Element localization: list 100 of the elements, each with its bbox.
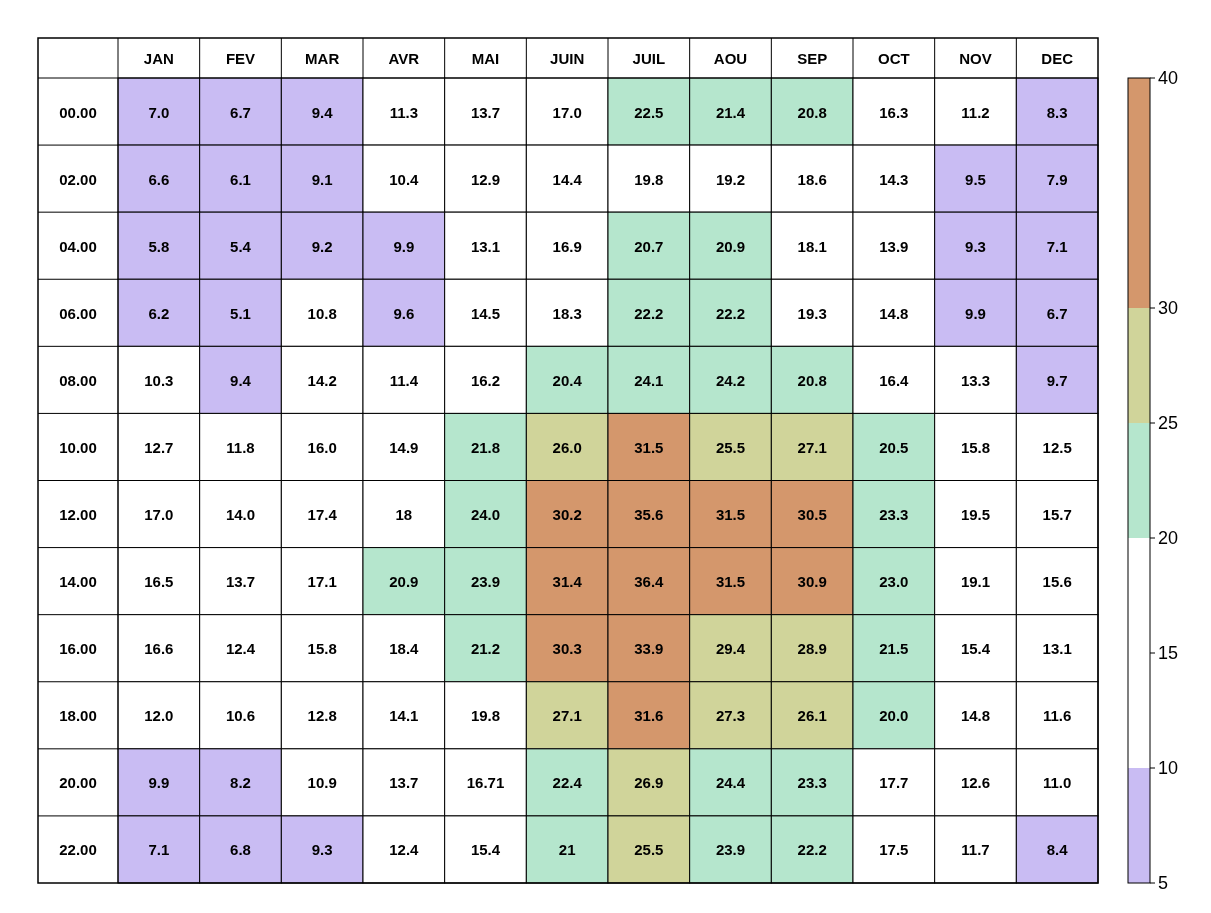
data-label: 22.2 (797, 841, 827, 859)
x-tick-label: SEP (797, 50, 828, 67)
data-label: 14.0 (225, 506, 256, 524)
data-label: 16.9 (552, 237, 582, 255)
data-label: 19.8 (470, 707, 501, 725)
color-bar-label: 10 (1158, 758, 1179, 778)
data-label: 27.3 (715, 707, 746, 725)
data-label: 21.4 (715, 103, 746, 121)
data-label: 14.5 (470, 304, 501, 322)
data-label: 13.7 (389, 774, 419, 792)
y-tick-label: 02.00 (59, 170, 97, 188)
x-tick-label: JUIL (632, 50, 666, 67)
data-label: 27.1 (797, 438, 827, 456)
data-label: 9.4 (230, 371, 252, 389)
y-tick-label: 08.00 (59, 371, 97, 389)
data-label: 12.4 (225, 640, 256, 658)
data-label: 7.0 (148, 103, 170, 121)
data-label: 19.1 (960, 573, 991, 591)
data-label: 13.7 (470, 103, 501, 121)
x-tick-label: JUIN (550, 50, 585, 67)
data-label: 29.4 (715, 640, 746, 658)
data-label: 13.1 (1042, 640, 1072, 658)
data-label: 14.8 (960, 707, 991, 725)
color-bar-label: 5 (1158, 873, 1169, 893)
data-label: 23.9 (715, 841, 746, 859)
data-label: 6.7 (1046, 304, 1068, 322)
data-label: 16.71 (466, 774, 505, 792)
data-label: 18.1 (797, 237, 827, 255)
data-label: 14.8 (879, 304, 909, 322)
x-tick-label: OCT (878, 50, 910, 67)
data-label: 21.8 (470, 438, 501, 456)
data-label: 10.6 (225, 707, 256, 725)
data-label: 23.9 (470, 573, 501, 591)
data-label: 9.9 (393, 237, 415, 255)
x-tick-label: DEC (1041, 50, 1074, 67)
data-label: 20.8 (797, 371, 827, 389)
data-label: 17.5 (879, 841, 909, 859)
data-label: 7.1 (148, 841, 170, 859)
data-label: 20.9 (715, 237, 746, 255)
data-label: 6.7 (230, 103, 251, 121)
data-label: 18 (395, 506, 413, 524)
x-tick-label: JAN (143, 50, 174, 67)
data-label: 33.9 (634, 640, 664, 658)
y-tick-label: 16.00 (59, 640, 97, 658)
data-label: 9.4 (311, 103, 334, 121)
color-bar-label: 25 (1158, 413, 1179, 433)
data-label: 10.9 (307, 774, 337, 792)
y-tick-label: 12.00 (59, 506, 97, 524)
data-label: 24.2 (715, 371, 746, 389)
data-label: 5.1 (230, 304, 251, 322)
data-label: 27.1 (552, 707, 582, 725)
data-label: 20.7 (634, 237, 664, 255)
y-tick-label: 18.00 (59, 707, 97, 725)
data-label: 15.6 (1042, 573, 1072, 591)
data-label: 20.4 (552, 371, 583, 389)
data-label: 22.5 (634, 103, 664, 121)
data-label: 31.5 (634, 438, 664, 456)
data-label: 12.5 (1042, 438, 1072, 456)
data-label: 11.2 (961, 103, 990, 121)
data-label: 16.6 (144, 640, 174, 658)
data-label: 9.5 (965, 170, 986, 188)
data-label: 20.8 (797, 103, 827, 121)
data-label: 16.4 (879, 371, 910, 389)
data-label: 8.4 (1046, 841, 1069, 859)
data-label: 31.4 (552, 573, 583, 591)
data-label: 16.5 (144, 573, 174, 591)
data-label: 19.5 (960, 506, 991, 524)
x-tick-label: MAI (471, 50, 500, 67)
x-tick-label: AVR (388, 50, 420, 67)
data-label: 16.3 (879, 103, 909, 121)
data-label: 15.7 (1042, 506, 1072, 524)
data-label: 22.4 (552, 774, 583, 792)
data-label: 30.5 (797, 506, 827, 524)
x-tick-label: FEV (225, 50, 256, 67)
data-label: 15.4 (960, 640, 991, 658)
data-label: 13.3 (960, 371, 991, 389)
data-label: 9.2 (311, 237, 333, 255)
data-label: 18.6 (797, 170, 827, 188)
data-label: 5.8 (148, 237, 170, 255)
data-label: 12.8 (307, 707, 337, 725)
data-label: 21.5 (879, 640, 909, 658)
y-tick-label: 04.00 (59, 237, 97, 255)
data-label: 35.6 (634, 506, 664, 524)
y-tick-label: 00.00 (59, 103, 97, 121)
data-label: 12.0 (144, 707, 174, 725)
color-bar-label: 15 (1158, 643, 1179, 663)
data-label: 30.2 (552, 506, 582, 524)
data-label: 12.6 (960, 774, 991, 792)
y-tick-label: 14.00 (59, 573, 97, 591)
data-label: 36.4 (634, 573, 665, 591)
data-label: 14.3 (879, 170, 909, 188)
data-label: 25.5 (715, 438, 746, 456)
color-bar-label: 40 (1158, 68, 1179, 88)
data-label: 14.9 (389, 438, 419, 456)
data-label: 7.1 (1046, 237, 1068, 255)
data-label: 30.9 (797, 573, 827, 591)
data-label: 14.2 (307, 371, 337, 389)
data-label: 11.3 (389, 103, 419, 121)
data-label: 25.5 (634, 841, 664, 859)
data-label: 11.7 (961, 841, 990, 859)
